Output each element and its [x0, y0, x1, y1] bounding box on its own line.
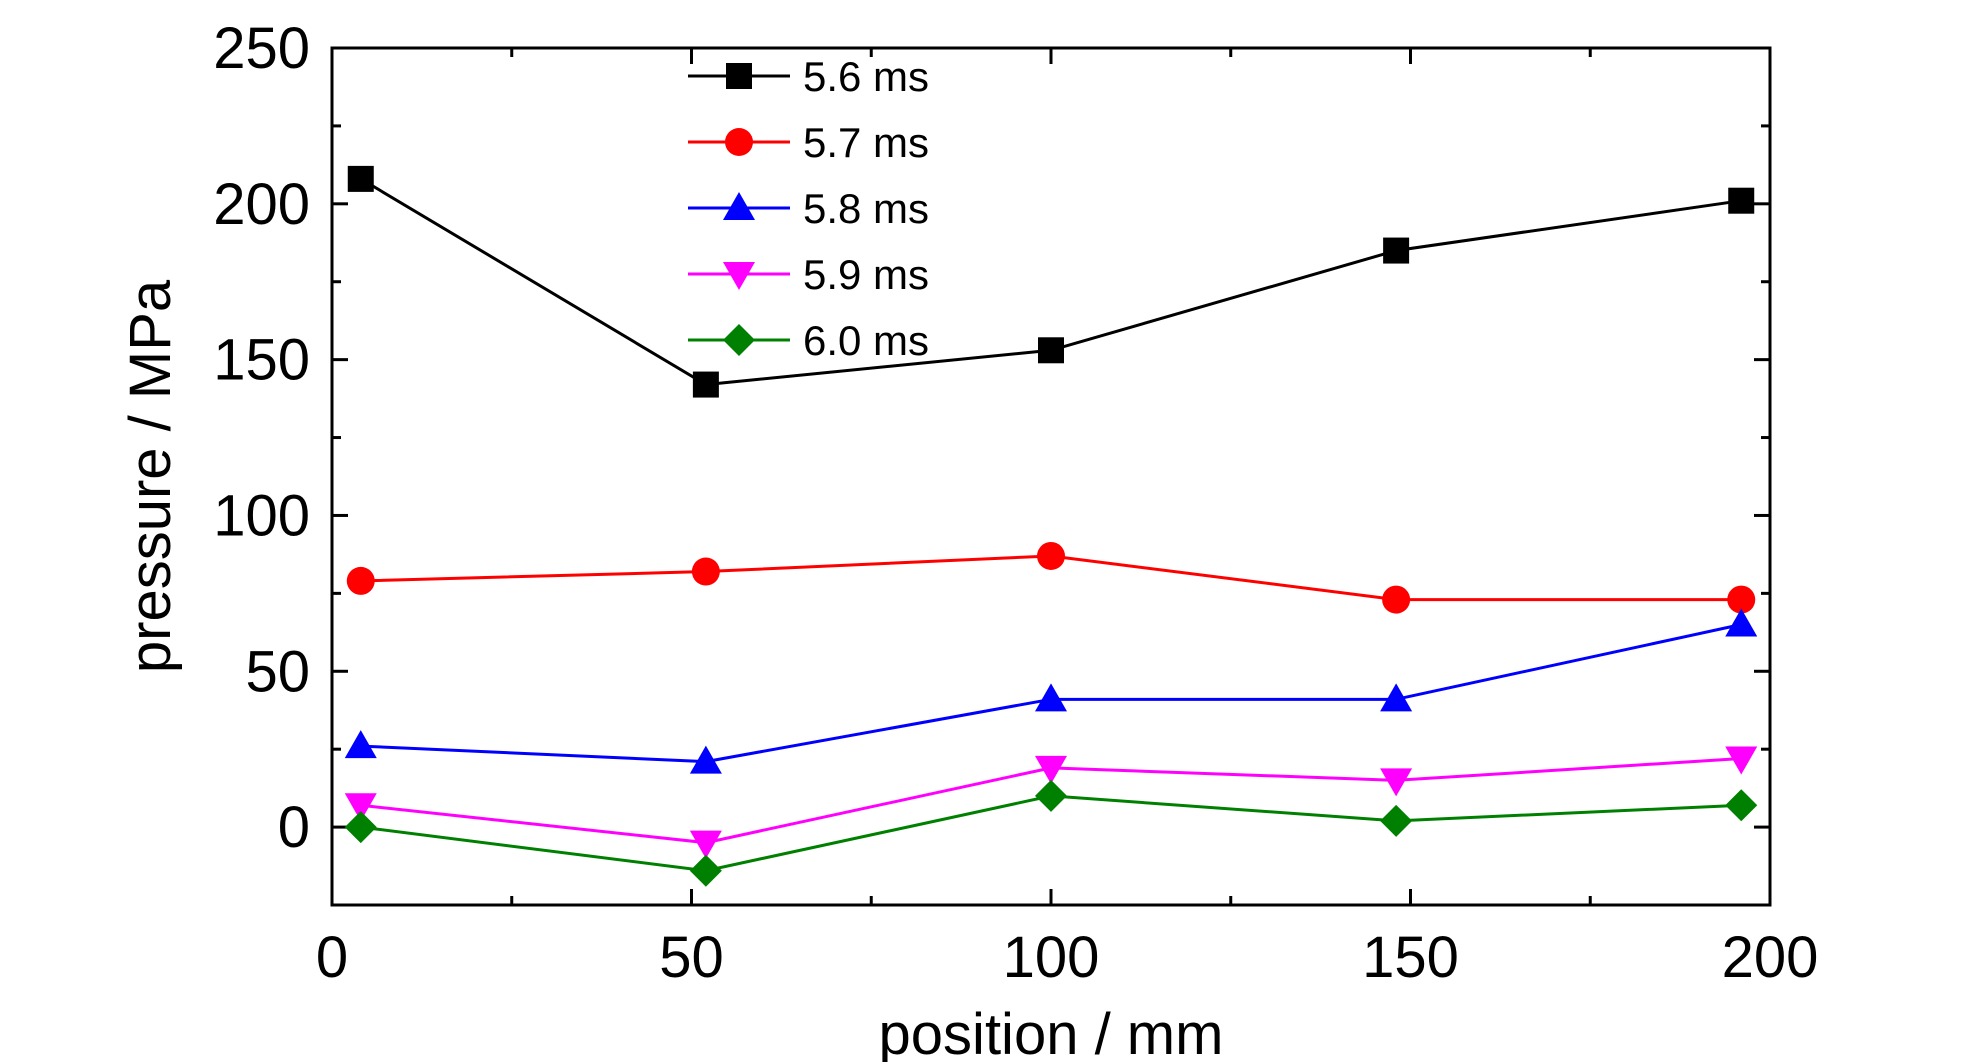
data-point [1038, 337, 1064, 364]
x-tick-label: 200 [1722, 925, 1819, 990]
x-tick-label: 150 [1362, 925, 1459, 990]
data-point [692, 371, 719, 398]
x-axis-title: position / mm [879, 1002, 1224, 1062]
data-point [1725, 746, 1758, 775]
x-tick-label: 0 [316, 925, 348, 990]
legend-label: 5.6 ms [803, 53, 929, 100]
data-point [346, 566, 375, 595]
y-tick-label: 250 [213, 16, 310, 81]
y-tick-label: 50 [245, 639, 310, 704]
legend-item: 6.0 ms [688, 317, 929, 364]
y-tick-label: 200 [213, 172, 310, 237]
data-point [344, 730, 377, 759]
data-point [689, 854, 722, 887]
legend: 5.6 ms 5.7 ms 5.8 ms 5.9 ms 6.0 ms [688, 53, 929, 364]
legend-item: 5.7 ms [688, 119, 929, 166]
series-6-0-ms [344, 779, 1758, 887]
legend-marker [723, 192, 755, 220]
legend-item: 5.9 ms [688, 251, 929, 298]
y-tick-label: 100 [213, 483, 310, 548]
data-point [1725, 608, 1758, 637]
series-5-8-ms [344, 608, 1758, 774]
data-point [347, 165, 374, 192]
legend-label: 6.0 ms [803, 317, 929, 364]
data-point [344, 793, 377, 822]
x-tick-label: 50 [659, 925, 724, 990]
legend-marker [723, 262, 755, 290]
data-point [691, 557, 720, 586]
legend-label: 5.8 ms [803, 185, 929, 232]
data-point [689, 745, 722, 774]
data-point [689, 830, 722, 859]
data-point [1728, 187, 1755, 214]
series-layer [344, 165, 1758, 887]
data-point [1380, 804, 1413, 837]
y-axis-title: pressure / MPa [118, 279, 183, 673]
data-point [1380, 768, 1413, 797]
data-point [1035, 683, 1067, 712]
data-point [344, 811, 377, 844]
legend-item: 5.8 ms [688, 185, 929, 232]
legend-marker [725, 128, 753, 156]
data-point [1035, 779, 1067, 812]
series-5-6-ms [347, 165, 1755, 398]
data-point [1383, 237, 1410, 264]
data-point [1380, 683, 1413, 712]
legend-label: 5.7 ms [803, 119, 929, 166]
legend-marker [726, 63, 752, 89]
legend-marker [723, 324, 755, 356]
legend-item: 5.6 ms [688, 53, 929, 100]
data-point [1037, 541, 1065, 570]
y-tick-label: 150 [213, 328, 310, 393]
data-point [1725, 789, 1758, 822]
data-point [1035, 755, 1067, 784]
axes: 0 50 100 150 200 0 50 100 150 200 250 [213, 16, 1818, 990]
series-5-7-ms [346, 541, 1756, 614]
legend-label: 5.9 ms [803, 251, 929, 298]
data-point [1727, 585, 1756, 614]
y-tick-label: 0 [278, 795, 310, 860]
series-5-9-ms [344, 746, 1758, 859]
data-point [1382, 585, 1411, 614]
x-tick-label: 100 [1003, 925, 1100, 990]
